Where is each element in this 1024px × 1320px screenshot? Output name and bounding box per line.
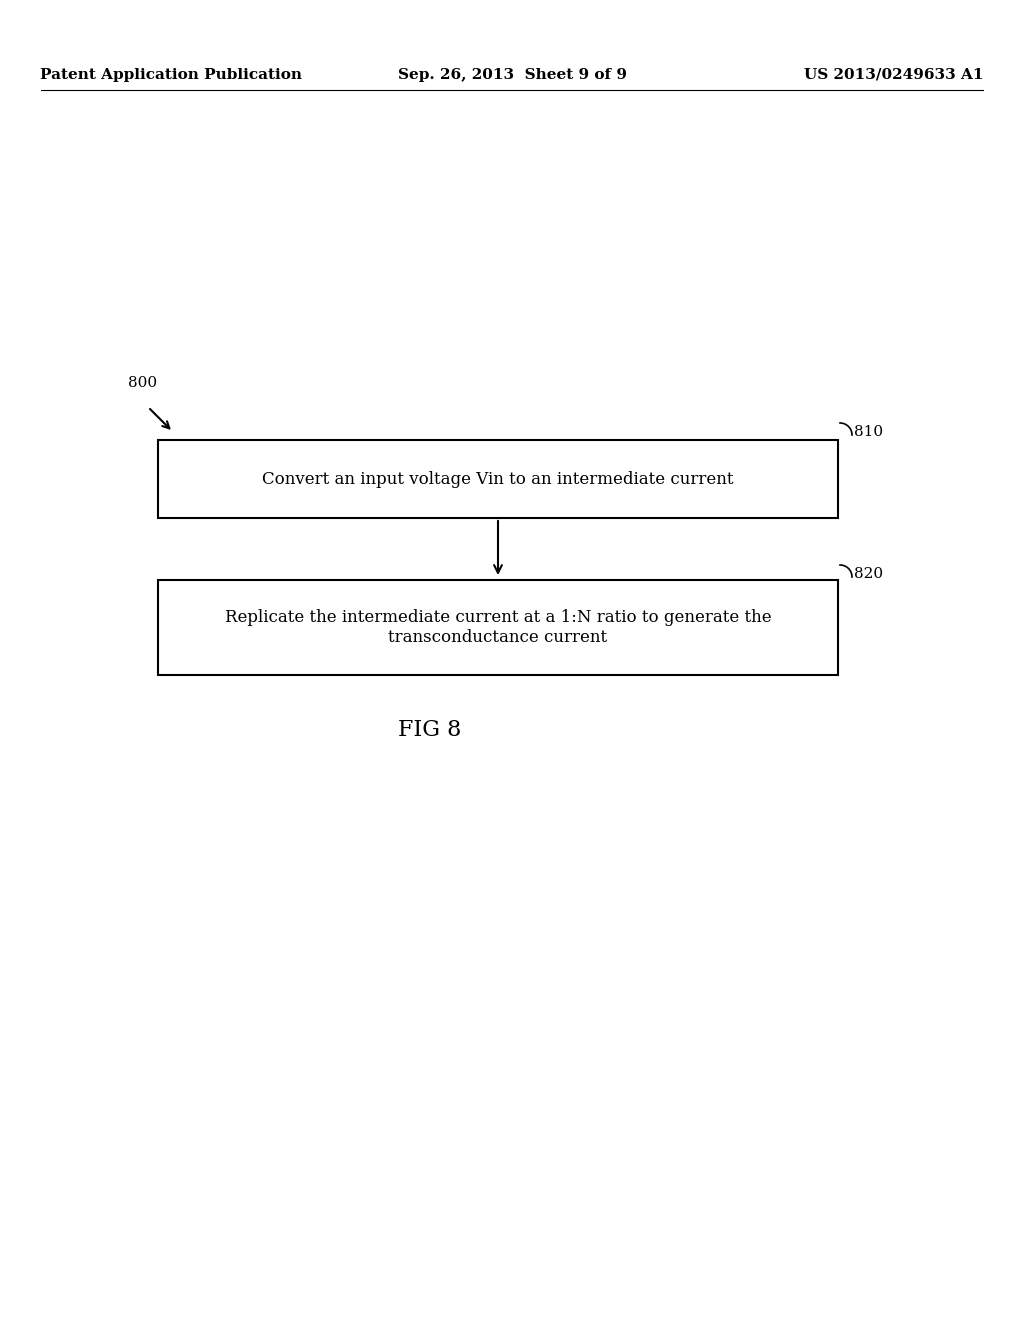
- Text: Replicate the intermediate current at a 1:N ratio to generate the
transconductan: Replicate the intermediate current at a …: [224, 610, 771, 645]
- Text: 820: 820: [854, 568, 883, 581]
- Text: Patent Application Publication: Patent Application Publication: [40, 69, 302, 82]
- Text: Sep. 26, 2013  Sheet 9 of 9: Sep. 26, 2013 Sheet 9 of 9: [397, 69, 627, 82]
- Text: 810: 810: [854, 425, 883, 440]
- Text: 800: 800: [128, 376, 157, 389]
- Bar: [158, 440, 838, 517]
- Text: Convert an input voltage Vin to an intermediate current: Convert an input voltage Vin to an inter…: [262, 470, 734, 487]
- Text: US 2013/0249633 A1: US 2013/0249633 A1: [805, 69, 984, 82]
- Text: FIG 8: FIG 8: [398, 719, 462, 741]
- Bar: [158, 579, 838, 675]
